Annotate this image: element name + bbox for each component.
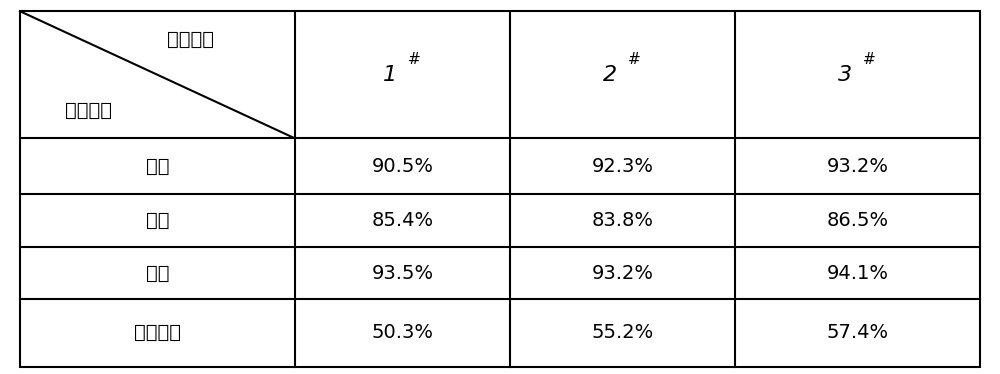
Text: 甲苯: 甲苯 <box>146 211 169 230</box>
Text: 57.4%: 57.4% <box>826 324 889 342</box>
Text: 55.2%: 55.2% <box>591 324 654 342</box>
Text: #: # <box>408 52 420 67</box>
Text: 94.1%: 94.1% <box>826 264 888 282</box>
Text: 90.5%: 90.5% <box>371 157 433 176</box>
Text: 大肠杆菌: 大肠杆菌 <box>134 324 181 342</box>
Text: 苯酚: 苯酚 <box>146 264 169 282</box>
Text: 93.2%: 93.2% <box>592 264 654 282</box>
Text: 85.4%: 85.4% <box>371 211 434 230</box>
Text: 甲醛: 甲醛 <box>146 157 169 176</box>
Text: 3: 3 <box>838 65 852 85</box>
Text: 92.3%: 92.3% <box>592 157 654 176</box>
Text: 样品编号: 样品编号 <box>167 30 214 49</box>
Text: 83.8%: 83.8% <box>592 211 654 230</box>
Text: 93.5%: 93.5% <box>371 264 434 282</box>
Text: 50.3%: 50.3% <box>371 324 433 342</box>
Text: 1: 1 <box>383 65 397 85</box>
Text: 2: 2 <box>603 65 618 85</box>
Text: 考察对象: 考察对象 <box>65 101 112 120</box>
Text: #: # <box>628 52 640 67</box>
Text: 86.5%: 86.5% <box>826 211 889 230</box>
Text: 93.2%: 93.2% <box>826 157 888 176</box>
Text: #: # <box>862 52 875 67</box>
